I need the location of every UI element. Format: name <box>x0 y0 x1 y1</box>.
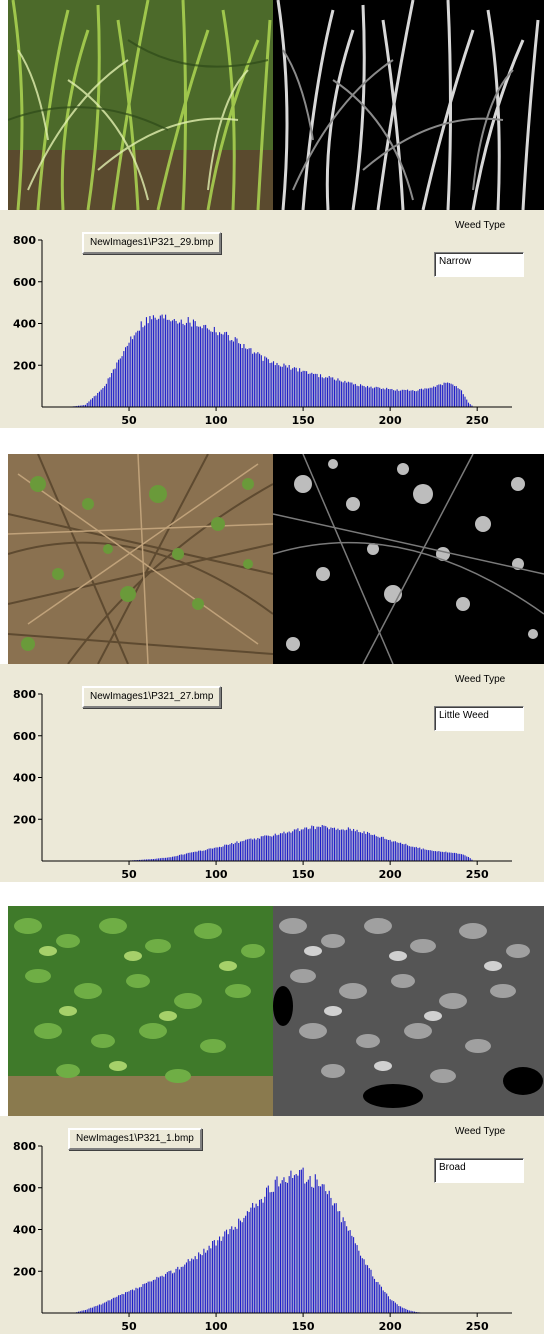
histogram-area: 200 400 600 800 50 100 150 200 250 NewImages1\P3… <box>0 1116 544 1334</box>
histogram-area: 200 400 600 800 50 100 150 200 250 NewImages1\P3… <box>0 210 544 428</box>
image-row <box>8 454 544 664</box>
x-tick-label: 200 <box>379 1320 402 1333</box>
segmented-image <box>273 906 544 1116</box>
x-tick-label: 50 <box>121 868 137 881</box>
image-row <box>8 906 544 1116</box>
segmented-image <box>273 0 544 210</box>
x-tick-label: 100 <box>205 414 228 427</box>
y-tick-label: 800 <box>13 234 36 247</box>
file-name-box: NewImages1\P321_29.bmp <box>82 232 222 254</box>
y-tick-label: 600 <box>13 1182 36 1195</box>
y-tick-label: 600 <box>13 730 36 743</box>
weed-type-label: Weed Type <box>455 674 506 685</box>
y-tick-label: 800 <box>13 1140 36 1153</box>
analysis-panel-2: 200 400 600 800 50 100 150 200 250 NewImages1\P3… <box>0 454 544 882</box>
y-tick-label: 200 <box>13 1265 36 1278</box>
y-tick-label: 200 <box>13 359 36 372</box>
y-tick-label: 600 <box>13 276 36 289</box>
weed-type-label: Weed Type <box>455 1126 506 1137</box>
weed-photo <box>8 454 273 664</box>
x-tick-label: 250 <box>466 414 489 427</box>
x-tick-label: 100 <box>205 868 228 881</box>
y-tick-label: 800 <box>13 688 36 701</box>
image-row <box>8 0 544 210</box>
file-name-box: NewImages1\P321_27.bmp <box>82 686 222 708</box>
x-tick-label: 150 <box>292 1320 315 1333</box>
histogram-chart: 200 400 600 800 50 100 150 200 250 <box>13 688 512 881</box>
x-tick-label: 150 <box>292 868 315 881</box>
y-tick-label: 400 <box>13 772 36 785</box>
weed-type-label: Weed Type <box>455 220 506 231</box>
weed-type-field[interactable]: Little Weed <box>434 706 524 731</box>
y-tick-label: 200 <box>13 813 36 826</box>
histogram-bars <box>69 314 473 407</box>
segmented-image <box>273 454 544 664</box>
histogram-area: 200 400 600 800 50 100 150 200 250 NewImages1\P3… <box>0 664 544 882</box>
y-tick-label: 400 <box>13 318 36 331</box>
histogram-chart: 200 400 600 800 50 100 150 200 250 <box>13 234 512 427</box>
analysis-panel-3: 200 400 600 800 50 100 150 200 250 NewImages1\P3… <box>0 906 544 1334</box>
file-name-box: NewImages1\P321_1.bmp <box>68 1128 202 1150</box>
analysis-panel-1: 200 400 600 800 50 100 150 200 250 NewImages1\P3… <box>0 0 544 428</box>
x-tick-label: 250 <box>466 1320 489 1333</box>
weed-photo <box>8 0 273 210</box>
x-tick-label: 250 <box>466 868 489 881</box>
x-tick-label: 100 <box>205 1320 228 1333</box>
y-tick-label: 400 <box>13 1224 36 1237</box>
histogram-chart: 200 400 600 800 50 100 150 200 250 <box>13 1140 512 1333</box>
x-tick-label: 200 <box>379 414 402 427</box>
weed-type-field[interactable]: Broad <box>434 1158 524 1183</box>
x-tick-label: 150 <box>292 414 315 427</box>
weed-photo <box>8 906 273 1116</box>
x-tick-label: 200 <box>379 868 402 881</box>
histogram-bars <box>74 1167 424 1313</box>
histogram-bars <box>121 825 473 861</box>
x-tick-label: 50 <box>121 1320 137 1333</box>
weed-type-field[interactable]: Narrow <box>434 252 524 277</box>
x-tick-label: 50 <box>121 414 137 427</box>
